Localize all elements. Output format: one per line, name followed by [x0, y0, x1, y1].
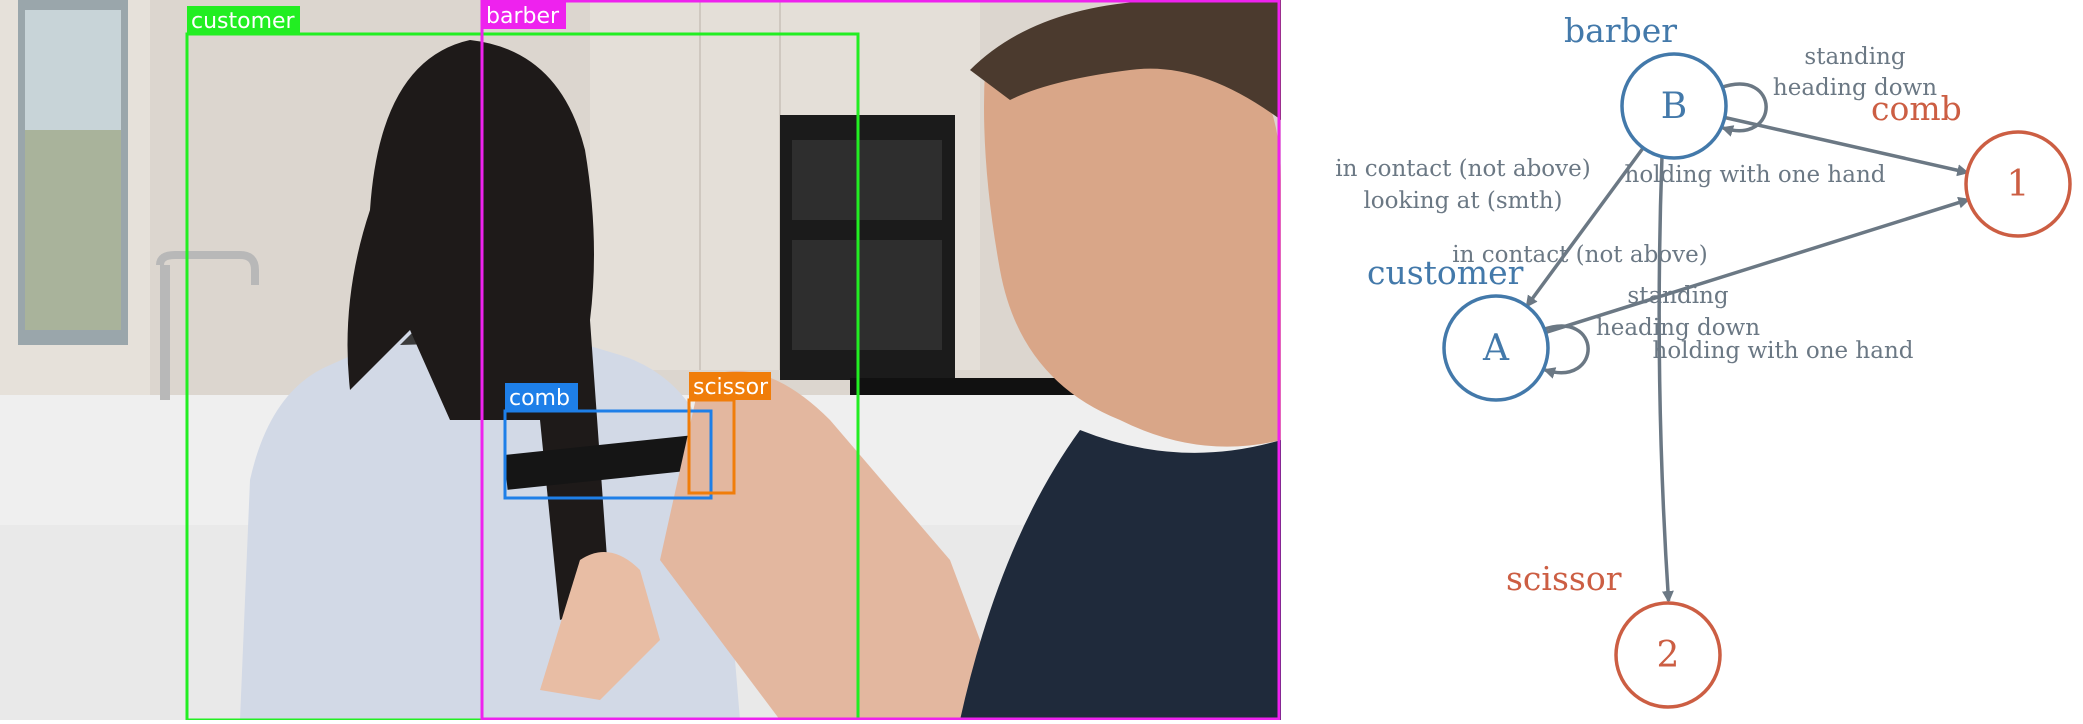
detection-boxes: customer barber comb scissor — [185, 0, 1281, 720]
barber-hair — [970, 0, 1281, 120]
box-tag-scissor — [689, 372, 771, 400]
edge-label-B-2-0: holding with one hand — [1653, 338, 1914, 364]
edge-label-A-1-0: in contact (not above) — [1452, 242, 1707, 268]
edge-B-A — [1525, 146, 1645, 308]
barber-arm — [660, 371, 1010, 720]
window-outside-greenery — [25, 130, 121, 330]
barber-shirt — [960, 430, 1281, 720]
customer-hair — [347, 40, 610, 620]
edge-B-2 — [1657, 155, 1674, 603]
node-circle-A — [1442, 294, 1550, 402]
edge-label-B-B-0: standing — [1804, 44, 1905, 70]
box-label-customer: customer — [191, 9, 296, 34]
barber-left-hand — [540, 552, 660, 700]
edge-label-B-A-1: looking at (smth) — [1363, 188, 1562, 214]
edge-B-B — [1719, 82, 1768, 137]
edge-label-A-A-1: heading down — [1596, 315, 1760, 341]
edge-A-1 — [1545, 196, 1971, 335]
edge-label-B-1-0: holding with one hand — [1625, 162, 1886, 188]
node-circle-1 — [1964, 130, 2072, 238]
node-circle-2 — [1614, 601, 1722, 709]
detection-box-customer: customer — [185, 6, 860, 720]
box-label-barber: barber — [486, 4, 560, 29]
edge-label-B-B-1: heading down — [1773, 75, 1937, 101]
node-letter-1: 1 — [2007, 164, 2030, 205]
box-label-scissor: scissor — [693, 375, 769, 400]
node-name-scissor: scissor — [1506, 559, 1622, 598]
box-tag-customer — [187, 6, 300, 34]
node-circle-B — [1620, 52, 1728, 160]
node-name-customer: customer — [1367, 253, 1524, 292]
barber-face — [984, 11, 1281, 447]
node-name-barber: barber — [1564, 11, 1677, 50]
node-2: 2 scissor — [1506, 559, 1722, 709]
comb-object — [503, 434, 707, 490]
node-letter-B: B — [1661, 86, 1687, 127]
detection-box-barber: barber — [480, 0, 1281, 720]
scene-illustration: customer barber comb scissor — [0, 0, 1281, 720]
node-letter-A: A — [1482, 328, 1510, 369]
node-name-comb: comb — [1871, 89, 1962, 128]
graph-edges — [1525, 82, 1971, 603]
box-outline-barber — [480, 0, 1281, 720]
faucet — [156, 251, 259, 285]
box-tag-comb — [505, 383, 578, 411]
box-outline-customer — [185, 32, 860, 720]
detection-box-comb: comb — [503, 383, 713, 500]
edge-A-A — [1541, 324, 1590, 379]
edge-label-A-A-0: standing — [1627, 283, 1728, 309]
node-1: 1 comb — [1871, 89, 2072, 238]
node-letter-2: 2 — [1657, 635, 1680, 676]
scene-photo: customer barber comb scissor — [0, 0, 1281, 720]
box-label-comb: comb — [509, 386, 570, 411]
box-tag-barber — [482, 1, 566, 29]
detection-box-scissor: scissor — [687, 372, 771, 495]
edge-B-1 — [1724, 115, 1970, 177]
edge-label-B-A-0: in contact (not above) — [1335, 156, 1590, 182]
box-outline-comb — [503, 409, 713, 500]
